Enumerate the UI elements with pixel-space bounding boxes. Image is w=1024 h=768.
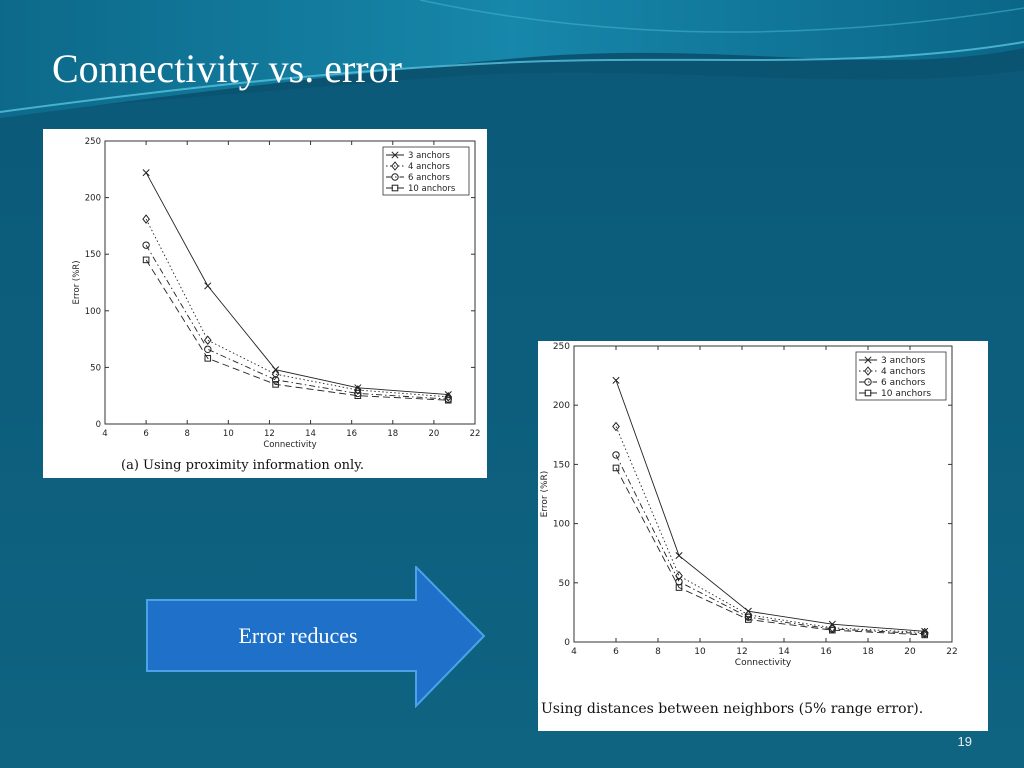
data-point [612,421,620,432]
series-10-anchors [612,464,928,639]
y-axis-label: Error (%R) [72,260,82,304]
data-point [142,241,150,249]
slide-title: Connectivity vs. error [52,46,402,91]
y-tick-label: 150 [553,460,570,470]
x-tick-label: 8 [655,647,661,657]
x-tick-label: 10 [694,647,706,657]
arrow-label: Error reduces [238,623,358,648]
x-tick-label: 16 [346,429,357,439]
x-tick-label: 22 [470,429,481,439]
legend-swatch-marker [864,389,872,397]
x-axis-label: Connectivity [263,440,316,450]
data-point [204,355,212,362]
series-line [615,426,925,633]
header-wave [0,0,1024,118]
y-tick-label: 250 [85,137,101,147]
legend-label: 10 anchors [408,184,456,194]
x-tick-label: 4 [102,429,107,439]
legend-label: 3 anchors [881,356,926,366]
legend-swatch-marker [391,184,399,192]
x-tick-label: 6 [613,647,619,657]
y-tick-label: 250 [553,342,570,352]
chart-caption-distances: Using distances between neighbors (5% ra… [541,701,924,717]
legend-swatch-marker [864,356,872,364]
chart-panel-proximity: 4 6 8 10 12 14 16 18 20 22 0 50 100 150 200 250 Connecti… [43,129,487,478]
data-point [675,584,683,591]
legend-label: 6 anchors [408,173,450,183]
legend-label: 4 anchors [881,367,926,377]
data-point [745,616,752,623]
x-tick-label: 22 [946,647,957,657]
legend-label: 6 anchors [881,378,926,388]
chart-caption-proximity: (a) Using proximity information only. [121,458,364,473]
y-tick-label: 50 [559,579,571,589]
legend-swatch-marker [391,173,399,181]
data-point [444,392,453,402]
x-tick-label: 14 [778,647,790,657]
header-wave-highlight [0,41,1024,113]
x-tick-label: 12 [264,429,275,439]
x-tick-label: 18 [862,647,874,657]
series-4-anchors [142,214,453,402]
data-point [675,570,683,581]
data-point [353,385,362,395]
series-line [615,467,925,636]
y-tick-label: 100 [553,520,570,530]
data-point [271,369,280,379]
x-tick-label: 12 [736,647,747,657]
data-point [142,256,150,264]
data-point [272,381,279,388]
x-tick-label: 18 [387,429,398,439]
arrow-shape [146,566,486,708]
legend-swatch-marker [391,161,399,171]
x-tick-label: 14 [305,429,316,439]
x-tick-label: 20 [428,429,439,439]
data-point [142,214,150,224]
x-tick-label: 6 [143,429,148,439]
y-axis-label: Error (%R) [540,471,550,518]
data-point [203,335,212,346]
chart-panel-distances: 4 6 8 10 12 14 16 18 20 22 0 50 100 150 200 250 Connecti… [538,341,988,731]
page-number: 19 [957,734,972,749]
data-point [204,345,212,353]
x-tick-label: 20 [904,647,916,657]
y-tick-label: 150 [85,250,101,260]
legend-label: 4 anchors [408,162,450,172]
data-point [612,451,620,459]
x-tick-label: 8 [185,429,190,439]
data-point [204,282,212,290]
data-point [612,376,620,384]
chart-distances: 4 6 8 10 12 14 16 18 20 22 0 50 100 150 200 250 Connecti… [540,342,958,668]
y-tick-label: 100 [85,307,101,317]
data-point [444,396,452,404]
data-point [354,392,362,399]
x-axis-label: Connectivity [735,658,792,668]
data-point [271,376,280,384]
series-10-anchors [142,256,452,404]
data-point [675,552,683,560]
y-tick-label: 0 [564,638,570,648]
legend-label: 3 anchors [408,151,450,161]
x-tick-label: 4 [571,647,577,657]
data-point [921,631,928,639]
data-point [612,464,620,472]
legend-swatch-marker [864,378,872,386]
y-tick-label: 0 [96,420,101,430]
y-tick-label: 200 [85,194,101,204]
legend-swatch-marker [391,151,399,159]
chart-proximity: 4 6 8 10 12 14 16 18 20 22 0 50 100 150 200 250 Connecti… [72,137,481,450]
x-tick-label: 10 [223,429,234,439]
header-wave-highlight-2 [419,0,1024,33]
data-point [744,609,753,620]
data-point [142,169,150,177]
legend-label: 10 anchors [881,389,931,399]
legend-swatch-marker [864,366,872,376]
data-point [829,626,836,634]
x-tick-label: 16 [820,647,832,657]
y-tick-label: 50 [90,363,101,373]
y-tick-label: 200 [553,401,570,411]
series-line [145,259,449,401]
